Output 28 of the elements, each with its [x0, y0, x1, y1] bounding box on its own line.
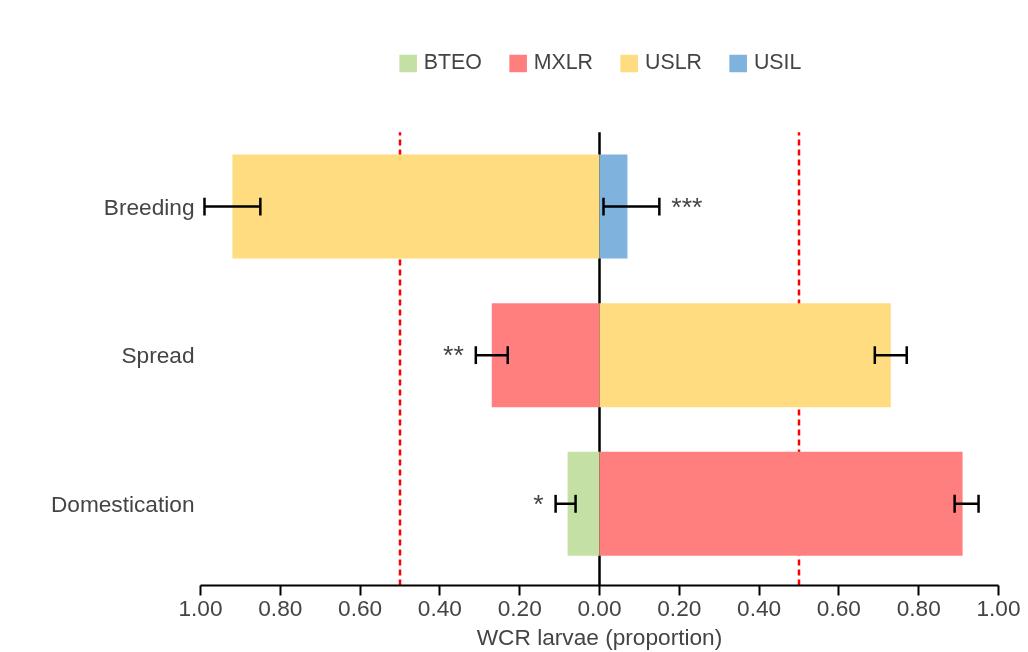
x-tick-label: 0.00 — [577, 594, 622, 621]
y-tick-label: Domestication — [50, 490, 195, 517]
annotation: * — [533, 488, 544, 519]
bar — [599, 303, 891, 408]
bar — [599, 154, 628, 259]
x-tick-label: 0.40 — [417, 594, 462, 621]
legend-label: USIL — [753, 50, 802, 75]
x-axis-title: WCR larvae (proportion) — [476, 623, 723, 650]
annotation: *** — [671, 191, 703, 222]
y-tick-label: Spread — [121, 342, 195, 369]
x-tick-label: 0.40 — [737, 594, 782, 621]
bar — [232, 154, 600, 259]
x-tick-label: 0.20 — [657, 594, 702, 621]
x-tick-label: 0.80 — [896, 594, 941, 621]
y-tick-label: Breeding — [103, 193, 195, 220]
x-tick-label: 0.80 — [258, 594, 303, 621]
bar — [567, 451, 600, 556]
annotation: ** — [443, 340, 464, 371]
legend-label: USLR — [645, 50, 702, 75]
bar — [599, 451, 963, 556]
x-tick-label: 1.00 — [178, 594, 223, 621]
x-tick-label: 0.60 — [816, 594, 861, 621]
x-tick-label: 0.60 — [338, 594, 383, 621]
x-tick-label: 0.20 — [497, 594, 542, 621]
legend-label: MXLR — [533, 50, 594, 75]
bar — [491, 303, 600, 408]
legend-label: BTEO — [423, 50, 482, 75]
x-tick-label: 1.00 — [976, 594, 1021, 621]
